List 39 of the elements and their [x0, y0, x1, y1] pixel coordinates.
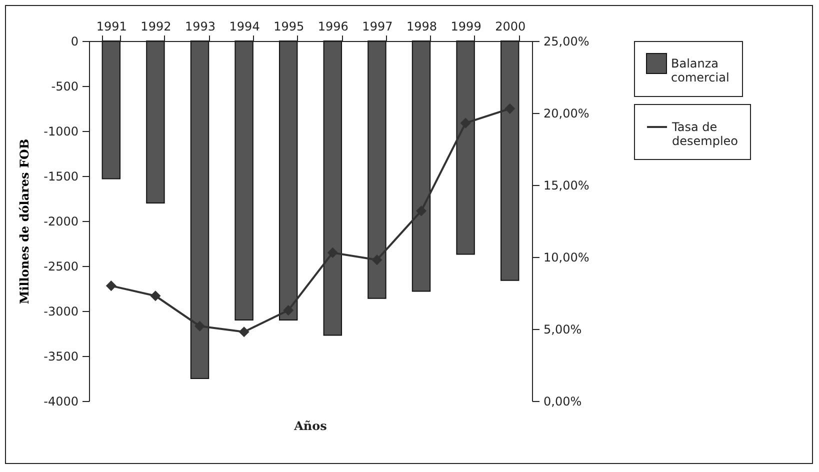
- point: [328, 248, 338, 258]
- point: [504, 104, 515, 114]
- x-tick-label: 1997: [362, 20, 393, 34]
- y-axis-title: Millones de dólares FOB: [18, 138, 32, 304]
- legend-label: Tasa de desempleo: [671, 120, 738, 148]
- x-axis-title: Años: [293, 419, 328, 433]
- y-tick-label: -3500: [44, 350, 78, 364]
- y2-tick-label: 25,00%: [544, 34, 590, 48]
- y2-tick-label: 5,00%: [544, 322, 582, 336]
- y-tick-label: 0: [70, 34, 78, 48]
- y-tick-label: -2500: [44, 260, 78, 274]
- x-tick-label: 1996: [318, 20, 348, 34]
- y2-tick-label: 15,00%: [544, 178, 590, 192]
- x-tick-label: 1999: [450, 20, 482, 34]
- y2-tick-label: 0,00%: [544, 394, 582, 408]
- x-tick-label: 1994: [229, 20, 260, 34]
- y-tick-label: -3000: [44, 304, 78, 318]
- y-tick-label: -1000: [44, 124, 78, 138]
- y-tick-label: -500: [51, 80, 78, 94]
- point: [239, 327, 249, 337]
- point: [106, 280, 116, 291]
- x-tick-label: 2000: [495, 20, 526, 34]
- y2-tick-label: 20,00%: [544, 106, 590, 120]
- point: [416, 206, 426, 216]
- point: [194, 321, 205, 331]
- y-tick-label: -4000: [44, 394, 78, 408]
- point: [460, 118, 470, 128]
- point: [372, 255, 382, 265]
- point: [283, 305, 294, 316]
- point: [150, 291, 160, 301]
- x-tick-label: 1991: [96, 20, 127, 34]
- x-tick-label: 1995: [274, 20, 304, 34]
- legend-label: Balanza comercial: [671, 56, 730, 84]
- y-tick-label: -1500: [44, 170, 78, 184]
- x-tick-label: 1992: [140, 20, 172, 34]
- x-tick-label: 1998: [406, 20, 438, 34]
- y2-tick-label: 10,00%: [544, 250, 590, 264]
- y-tick-label: -2000: [44, 214, 78, 228]
- x-tick-label: 1993: [184, 20, 216, 34]
